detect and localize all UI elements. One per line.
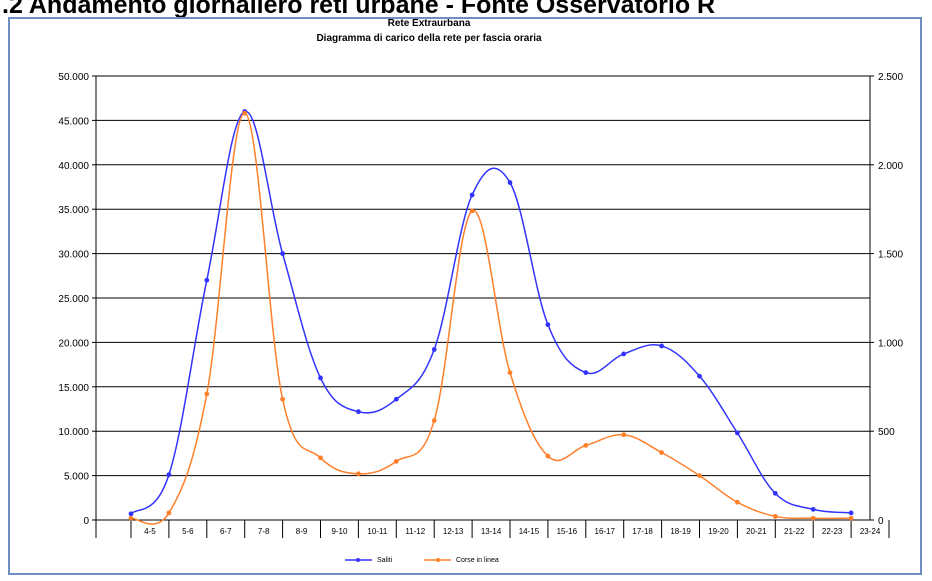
series-corse-point — [810, 515, 816, 521]
series-saliti-point — [318, 375, 323, 381]
x-tick-label: 17-18 — [632, 527, 653, 536]
series-saliti-point — [280, 251, 285, 256]
series-saliti-point — [166, 472, 172, 478]
series-corse-point — [659, 450, 664, 455]
x-tick-label: 13-14 — [481, 527, 502, 536]
series-corse-point — [583, 443, 589, 448]
series-corse-point — [204, 391, 210, 397]
series-saliti-point — [356, 409, 361, 415]
x-tick-label: 21-22 — [784, 527, 805, 536]
y-left-tick-label: 15.000 — [58, 383, 89, 394]
series-saliti-point — [393, 396, 399, 402]
series-saliti-point — [772, 490, 778, 496]
legend: Saliti Corse in linea — [345, 557, 499, 564]
y-right-tick-label: 0 — [878, 516, 884, 527]
y-left-tick-label: 25.000 — [58, 294, 89, 305]
x-tick-label: 18-19 — [670, 527, 691, 536]
x-tick-label: 5-6 — [182, 527, 194, 536]
series-saliti-point — [697, 373, 702, 379]
series-corse-point — [280, 396, 285, 402]
series-saliti-point — [204, 277, 210, 283]
series-saliti-point — [507, 180, 513, 185]
y-left-tick-label: 20.000 — [58, 338, 89, 349]
series-saliti-point — [735, 430, 740, 436]
series-corse-point — [166, 510, 172, 516]
series-corse-point — [242, 110, 248, 116]
series-saliti-point — [621, 351, 627, 357]
x-tick-label: 9-10 — [331, 527, 348, 536]
y-left-tick-label: 10.000 — [58, 427, 89, 438]
series-corse-point — [431, 418, 437, 423]
series-corse-point — [469, 208, 475, 214]
chart-title: Rete Extraurbana — [388, 19, 471, 29]
series-saliti-point — [659, 343, 664, 349]
x-tick-label: 4-5 — [144, 527, 156, 536]
legend-corse-label: Corse in linea — [456, 557, 499, 564]
chart-frame: Rete Extraurbana Diagramma di carico del… — [8, 17, 922, 575]
series-saliti-point — [848, 510, 854, 516]
axes — [95, 76, 890, 538]
y-left-tick-label: 35.000 — [58, 205, 89, 216]
legend-saliti-marker — [356, 558, 360, 562]
y-left-tick-label: 0 — [83, 516, 89, 527]
series-saliti-point — [545, 322, 551, 328]
x-tick-label: 23-24 — [860, 527, 881, 536]
series-corse-point — [128, 515, 134, 521]
x-tick-label: 6-7 — [220, 527, 232, 536]
x-tick-label: 19-20 — [708, 527, 729, 536]
series-corse-point — [507, 370, 513, 375]
y-right-tick-label: 2.000 — [878, 161, 903, 172]
series-saliti-point — [810, 506, 816, 512]
x-tick-label: 10-11 — [367, 527, 387, 536]
x-tick-label: 15-16 — [557, 527, 578, 536]
gridlines — [92, 75, 874, 521]
legend-corse-marker — [436, 558, 440, 562]
x-tick-label: 22-23 — [822, 527, 843, 536]
series-corse-point — [848, 515, 854, 521]
series-corse-point — [697, 473, 702, 478]
x-tick-label: 14-15 — [519, 527, 540, 536]
series-corse-point — [772, 514, 778, 519]
series-saliti-line — [130, 110, 852, 515]
y-left-tick-label: 5.000 — [64, 472, 89, 483]
series-saliti-point — [469, 192, 475, 198]
y-right-tick-label: 1.000 — [878, 338, 903, 349]
series-corse-point — [735, 499, 740, 505]
series-corse-point — [393, 458, 399, 464]
y-left-tick-label: 30.000 — [58, 250, 89, 261]
x-tick-label: 12-13 — [443, 527, 464, 536]
x-tick-label: 7-8 — [258, 527, 270, 536]
x-tick-label: 20-21 — [746, 527, 767, 536]
y-left-tick-label: 40.000 — [58, 161, 89, 172]
document-heading: .2 Andamento giornaliero reti urbane - F… — [2, 0, 716, 19]
y-right-tick-label: 1.500 — [878, 250, 903, 261]
chart-svg: Rete Extraurbana Diagramma di carico del… — [58, 19, 903, 564]
legend-saliti-label: Saliti — [377, 557, 393, 564]
series-corse-point — [621, 432, 627, 438]
series-corse-point — [318, 455, 323, 461]
y-left-tick-labels: 0 5.000 10.000 15.000 20.000 25.000 30.000 35.0… — [58, 72, 89, 527]
series — [128, 109, 854, 525]
x-tick-label: 11-12 — [405, 527, 425, 536]
y-left-tick-label: 45.000 — [58, 116, 89, 127]
series-corse-point — [356, 471, 361, 477]
x-tick-label: 16-17 — [595, 527, 616, 536]
y-left-tick-label: 50.000 — [58, 72, 89, 83]
series-corse-line — [130, 112, 852, 525]
series-saliti-point — [431, 347, 437, 352]
x-tick-labels: 4-5 5-6 6-7 7-8 8-9 9-10 10-11 11-12 12-13 13-14 1… — [144, 527, 881, 536]
chart-subtitle: Diagramma di carico della rete per fasci… — [316, 33, 542, 44]
y-right-tick-label: 2.500 — [878, 72, 903, 83]
y-right-tick-labels: 0 500 1.000 1.500 2.000 2.500 — [878, 72, 903, 527]
series-corse-point — [545, 453, 551, 459]
x-tick-label: 8-9 — [296, 527, 308, 536]
series-saliti-point — [583, 370, 589, 375]
y-right-tick-label: 500 — [878, 427, 895, 438]
series-saliti-point — [128, 511, 134, 517]
